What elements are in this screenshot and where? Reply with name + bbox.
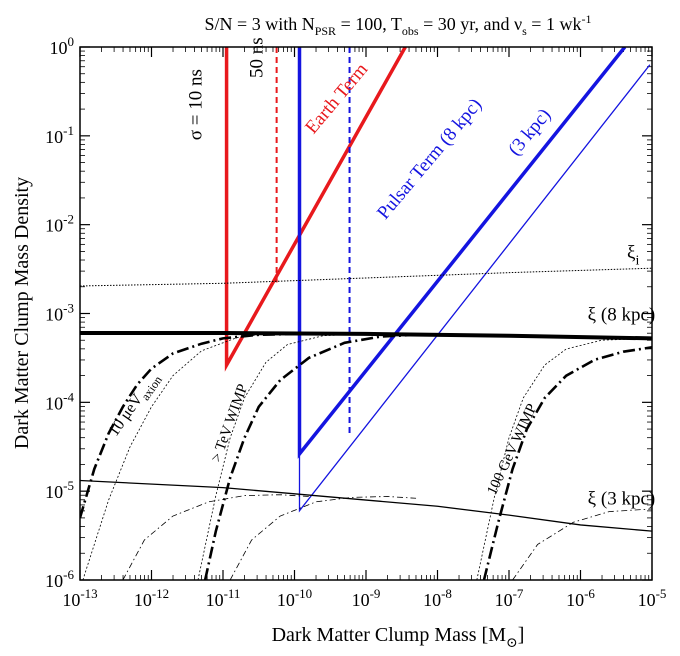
y-tick-label: 10-5 [45,478,74,502]
series-gev-thick [482,345,652,580]
x-tick-label: 10-6 [566,586,595,610]
series-gev-thin-dot [476,337,652,580]
annotation-sigma10: σ = 10 ns [186,69,207,140]
y-axis-label: Dark Matter Clump Mass Density [11,177,33,449]
tick-marks [79,46,653,581]
series-tev-thin-dot [197,333,402,580]
annotation-axion: 10 μeVaxion [105,369,165,442]
x-tick-label: 10-10 [277,586,312,610]
series-tev-thick [203,333,438,580]
x-tick-label: 10-13 [62,586,97,610]
annotation-pulsar3: (3 kpc) [504,105,555,160]
x-tick-label: 10-7 [495,586,524,610]
y-tick-label: 10-6 [45,567,74,591]
x-tick-label: 10-11 [206,586,241,610]
y-tick-label: 10-4 [45,389,74,413]
curve-label-xi3: ξ (3 kpc) [588,488,656,509]
x-axis-label: Dark Matter Clump Mass [M⊙] [272,624,525,651]
series-tev-thin-dashdot [229,496,417,580]
annotation-gev: 100 GeV WIMP [484,401,540,497]
x-tick-label: 10-5 [638,586,667,610]
y-tick-label: 10-3 [45,301,74,325]
series-xi-3kpc [80,479,652,532]
curve-label-xi8: ξ (8 kpc) [588,305,656,326]
series-xi-i [80,267,652,287]
series-pulsar-3kpc [298,64,651,513]
series-axion-thick [80,332,295,519]
x-tick-label: 10-12 [134,586,169,610]
tick-labels: 10-13 10-12 10-11 10-10 10-9 10-8 10-7 10-6 10-5… [45,34,666,610]
series-gev-thin-dashdot [512,508,652,580]
series-earth-10ns [224,47,407,372]
series-axion-thin-dashdot [122,494,309,580]
y-tick-label: 10-1 [45,123,74,147]
plot-frame [79,46,653,581]
curve-label-xii: ξi [627,242,639,268]
series-group [80,47,652,580]
y-tick-label: 10-2 [45,212,74,236]
y-tick-label: 100 [50,34,75,58]
x-tick-label: 10-8 [423,586,452,610]
annotation-pulsar8: Pulsar Term (8 kpc) [373,94,486,223]
annotation-ns50: 50 ns [246,37,267,78]
chart-title: S/N = 3 with NPSR = 100, Tobs = 30 yr, a… [205,12,592,38]
x-tick-label: 10-9 [352,586,381,610]
series-axion-thin-dot [82,332,295,580]
annotation-tev: > TeV WIMP [208,382,251,464]
